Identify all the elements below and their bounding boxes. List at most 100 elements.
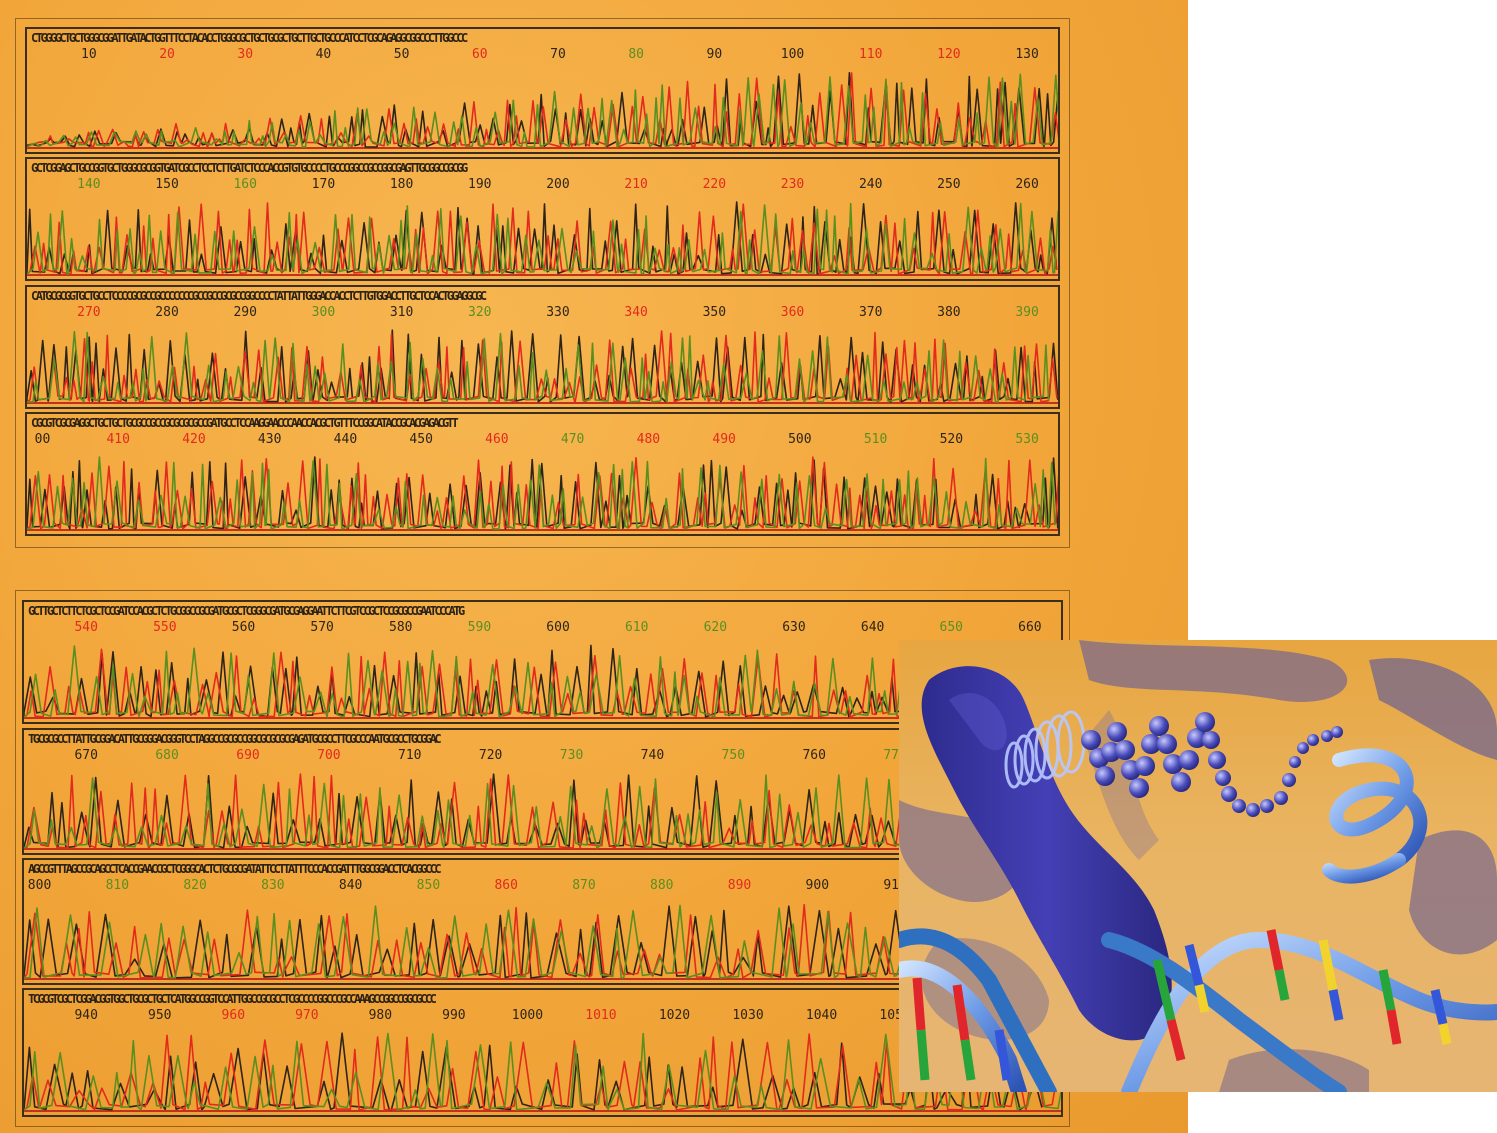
position-tick-label: 620 bbox=[703, 620, 728, 635]
base-sequence: CTGGGGCTGCTGGGCGGATTGATACTGGTTTCCTACACCT… bbox=[31, 31, 468, 45]
position-tick-label: 900 bbox=[805, 878, 830, 893]
position-tick-label: 350 bbox=[702, 305, 727, 320]
position-tick-label: 200 bbox=[546, 177, 570, 192]
trace-line bbox=[24, 903, 1055, 979]
position-tick-label: 60 bbox=[471, 47, 488, 62]
position-tick-label: 850 bbox=[416, 878, 441, 893]
position-tick-label: 600 bbox=[546, 620, 570, 635]
trace-line bbox=[24, 645, 1061, 718]
position-tick-label: 700 bbox=[317, 748, 341, 763]
chromatogram-panel: GCTCGGAGCTGCCGGTGCTGGGCGCGGTGATCGCCTCCTC… bbox=[25, 157, 1060, 281]
position-tick-label: 500 bbox=[788, 432, 812, 447]
position-tick-label: 370 bbox=[858, 305, 883, 320]
position-tick-label: 220 bbox=[702, 177, 727, 192]
trace-line bbox=[27, 72, 1058, 148]
position-tick-label: 960 bbox=[221, 1008, 246, 1023]
base-sequence: GCTTGCTCTTCTCGCTCCGATCCACGCTCTGCGGCCGCGA… bbox=[28, 604, 465, 618]
position-ticks: 10 20 30 40 50 60 70 80 90 100 110 120 130 bbox=[27, 47, 1058, 63]
position-tick-label: 530 bbox=[1015, 432, 1039, 447]
position-tick-label: 580 bbox=[389, 620, 413, 635]
position-tick-label: 730 bbox=[559, 748, 584, 763]
position-tick-label: 00 bbox=[34, 432, 51, 447]
chromatogram-panel: CTGGGGCTGCTGGGCGGATTGATACTGGTTTCCTACACCT… bbox=[25, 27, 1060, 154]
position-tick-label: 940 bbox=[74, 1008, 98, 1023]
trace-line bbox=[24, 1032, 1043, 1111]
base-sequence: CATGCGCGGTGCTGCCTCCCCGCGCCGCCCCCCCGCCGCC… bbox=[31, 289, 487, 303]
chromatogram-trace bbox=[27, 201, 1058, 276]
position-tick-label: 50 bbox=[393, 47, 410, 62]
chromatogram-trace bbox=[27, 456, 1058, 531]
position-tick-label: 880 bbox=[650, 878, 674, 893]
position-tick-label: 230 bbox=[780, 177, 805, 192]
position-tick-label: 690 bbox=[236, 748, 260, 763]
position-tick-label: 300 bbox=[311, 305, 336, 320]
position-tick-label: 110 bbox=[858, 47, 883, 62]
position-tick-label: 280 bbox=[155, 305, 179, 320]
position-tick-label: 990 bbox=[442, 1008, 466, 1023]
position-tick-label: 510 bbox=[863, 432, 888, 447]
base-sequence: TGCGCGCCTTATTGCGGACATTGCGGGACGGGTCCTAGGC… bbox=[28, 732, 442, 746]
position-tick-label: 180 bbox=[389, 177, 414, 192]
chromatogram-trace bbox=[24, 772, 1061, 850]
position-tick-label: 420 bbox=[182, 432, 206, 447]
position-tick-label: 860 bbox=[494, 878, 518, 893]
trace-line bbox=[27, 456, 1056, 530]
position-tick-label: 720 bbox=[478, 748, 503, 763]
position-tick-label: 340 bbox=[624, 305, 648, 320]
trace-line bbox=[24, 903, 1060, 979]
position-tick-label: 630 bbox=[782, 620, 806, 635]
position-tick-label: 290 bbox=[233, 305, 257, 320]
trace-line bbox=[24, 1032, 1061, 1111]
position-tick-label: 40 bbox=[315, 47, 332, 62]
base-sequence: GCTCGGAGCTGCCGGTGCTGGGCGCGGTGATCGCCTCCTC… bbox=[31, 161, 468, 175]
position-tick-label: 450 bbox=[409, 432, 433, 447]
position-tick-label: 410 bbox=[106, 432, 130, 447]
trace-line bbox=[27, 456, 1058, 530]
position-tick-label: 610 bbox=[624, 620, 649, 635]
position-tick-label: 440 bbox=[333, 432, 358, 447]
position-tick-label: 240 bbox=[858, 177, 883, 192]
position-tick-label: 740 bbox=[640, 748, 665, 763]
position-tick-label: 760 bbox=[802, 748, 826, 763]
position-tick-label: 380 bbox=[937, 305, 961, 320]
position-tick-label: 80 bbox=[628, 47, 644, 62]
position-tick-label: 480 bbox=[636, 432, 661, 447]
position-tick-label: 1020 bbox=[658, 1008, 691, 1023]
dna-chromosome-illustration bbox=[899, 640, 1497, 1092]
position-tick-label: 840 bbox=[338, 878, 363, 893]
position-tick-label: 390 bbox=[1015, 305, 1039, 320]
position-tick-label: 670 bbox=[74, 748, 98, 763]
position-ticks: 670 680 690 700 710 720 730 740 750 760 770 bbox=[24, 748, 1061, 764]
position-tick-label: 1010 bbox=[585, 1008, 617, 1023]
position-tick-label: 130 bbox=[1015, 47, 1039, 62]
position-tick-label: 950 bbox=[148, 1008, 172, 1023]
base-sequence: CGCGTCGCGAGGCTGCTGCTGCGCCGCCGCGCGCGCCGAT… bbox=[31, 416, 459, 430]
position-tick-label: 250 bbox=[937, 177, 961, 192]
position-tick-label: 330 bbox=[546, 305, 570, 320]
trace-line bbox=[24, 772, 1058, 849]
chromatogram-panel: TGCGCGCCTTATTGCGGACATTGCGGGACGGGTCCTAGGC… bbox=[22, 728, 1063, 855]
position-tick-label: 100 bbox=[780, 47, 805, 62]
position-tick-label: 10 bbox=[81, 47, 97, 62]
position-tick-label: 660 bbox=[1018, 620, 1042, 635]
position-ticks: 00 410 420 430 440 450 460 470 480 490 500 510 520 53… bbox=[27, 432, 1058, 448]
chromatogram-panel: GCTTGCTCTTCTCGCTCCGATCCACGCTCTGCGGCCGCGA… bbox=[22, 600, 1063, 724]
position-tick-label: 310 bbox=[389, 305, 414, 320]
chromatogram-group-top bbox=[15, 18, 1070, 548]
position-tick-label: 970 bbox=[295, 1008, 319, 1023]
position-tick-label: 90 bbox=[706, 47, 723, 62]
position-ticks: 800 810 820 830 840 850 860 870 880 890 900 910 bbox=[24, 878, 1061, 894]
dna-helix-icon bbox=[899, 640, 1497, 1092]
position-tick-label: 210 bbox=[624, 177, 648, 192]
trace-line bbox=[27, 330, 1050, 403]
position-tick-label: 460 bbox=[485, 432, 509, 447]
position-tick-label: 590 bbox=[467, 620, 492, 635]
base-sequence: AGCCGTTTAGCCGCAGCCTCACCGAACCGCTCGGGCACTC… bbox=[28, 862, 442, 876]
position-tick-label: 140 bbox=[77, 177, 101, 192]
trace-line bbox=[27, 73, 1058, 148]
position-tick-label: 190 bbox=[468, 177, 492, 192]
position-tick-label: 820 bbox=[183, 878, 207, 893]
position-tick-label: 680 bbox=[155, 748, 179, 763]
base-sequence: TCGCGTCGCTCGGACGGTGGCTGCGCTGCTCATGGCCGGT… bbox=[28, 992, 437, 1006]
chromatogram-trace bbox=[27, 71, 1058, 149]
